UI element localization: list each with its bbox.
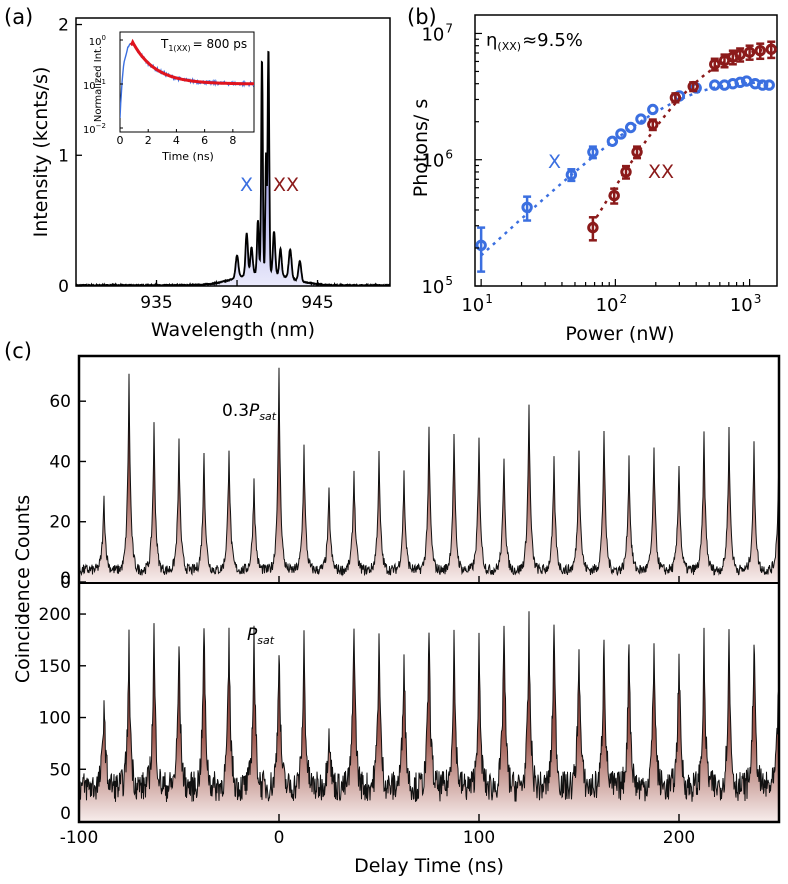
panel-c-top-y-ticks: 0 20 40 60 0 (49, 392, 86, 593)
panel-c-bottom-y-ticks: 50 100 150 200 0 (39, 605, 86, 824)
series-x-label: X (548, 151, 561, 173)
coincidence-bottom-line (79, 611, 779, 803)
data-point (565, 169, 578, 181)
inset-x-tick-label: 4 (173, 134, 180, 147)
panel-c-y-tick-label: 20 (49, 513, 71, 533)
panel-c-x-tick-label: -100 (60, 828, 99, 848)
inset-y-tick-label: 10−2 (83, 122, 106, 136)
power-points (475, 40, 777, 273)
panel-b-y-tick-label: 107 (421, 21, 453, 45)
panel-a-y-ticks: 0 1 2 (58, 16, 82, 297)
inset-x-tick-label: 6 (201, 134, 208, 147)
panel-c-x-tick-label: 100 (463, 828, 495, 848)
inset-annotation: T1(XX) = 800 ps (160, 37, 247, 53)
panel-c-y-tick-label: 40 (49, 452, 71, 472)
panel-c: (c) -100 0 100 200 0 20 40 60 0 50 100 150 200 0 De… (4, 339, 781, 877)
data-point (475, 239, 487, 252)
top-power-label: 0.3Psat (222, 401, 277, 423)
data-point (709, 58, 721, 70)
panel-b-label: (b) (407, 5, 437, 29)
panel-a-y-tick-label: 2 (58, 16, 69, 36)
data-point (615, 128, 627, 140)
panel-a-label: (a) (4, 5, 33, 29)
data-point (765, 43, 777, 55)
panel-b-y-tick-label: 105 (421, 274, 453, 298)
panel-b-y-label: Photons/ s (410, 99, 432, 197)
panel-b-x-tick-label: 102 (596, 292, 628, 316)
inset-decay-fit (129, 38, 254, 86)
data-point (669, 91, 682, 104)
panel-c-y-tick-label: 50 (49, 760, 71, 780)
inset-x-tick-label: 8 (229, 134, 236, 147)
data-point (606, 135, 619, 147)
panel-c-x-label: Delay Time (ns) (354, 855, 504, 877)
data-point (743, 46, 756, 58)
panel-c-x-tick-label: 0 (274, 828, 285, 848)
data-point (608, 189, 620, 202)
data-point (687, 80, 699, 93)
data-point (587, 221, 599, 234)
panel-a-x-tick-label: 945 (301, 293, 333, 313)
panel-a-y-tick-label: 0 (58, 277, 69, 297)
panel-a: (a) 935 940 945 0 1 2 Wavelength (nm) Intens… (4, 5, 391, 341)
bottom-power-label: Psat (247, 625, 275, 647)
data-point (763, 79, 775, 91)
data-point (587, 146, 599, 158)
panel-b-x-tick-label: 103 (730, 292, 762, 316)
panel-c-frame (77, 354, 781, 824)
coincidence-top-line (79, 367, 779, 577)
panel-b-x-tick-label: 101 (461, 292, 493, 316)
panel-c-label: (c) (4, 339, 32, 363)
data-point (647, 118, 659, 131)
data-point (709, 79, 721, 91)
panel-c-x-ticks: -100 0 100 200 (60, 576, 695, 848)
data-point (624, 121, 637, 134)
inset-x-tick-label: 0 (117, 134, 124, 147)
panel-b-frame (474, 14, 778, 287)
inset-x-ticks: 0 2 4 6 8 (117, 129, 236, 147)
panel-c-y-tick-label: 0 (60, 569, 71, 589)
panel-a-x-tick-label: 935 (140, 293, 172, 313)
panel-c-y-tick-label: 60 (49, 392, 71, 412)
panel-c-y-tick-label: 0 (60, 804, 71, 824)
panel-c-y-tick-label: 0 (60, 573, 71, 593)
data-point (631, 146, 643, 158)
data-point (635, 113, 647, 125)
panel-a-x-tick-label: 940 (221, 293, 253, 313)
inset-x-label: Time (ns) (161, 150, 214, 163)
panel-a-y-tick-label: 1 (58, 146, 69, 166)
data-point (521, 201, 533, 213)
x-peak-label: X (240, 174, 253, 196)
panel-a-frame (75, 17, 391, 287)
panel-c-y-tick-label: 200 (39, 605, 71, 625)
data-point (734, 76, 746, 89)
series-xx-label: XX (648, 161, 674, 183)
panel-c-x-tick-label: 200 (663, 828, 695, 848)
coincidence-top-fill (79, 367, 779, 582)
inset-x-tick-label: 2 (145, 134, 152, 147)
data-point (754, 45, 766, 57)
xx-peak-label: XX (273, 174, 299, 196)
panel-c-y-tick-label: 100 (39, 709, 71, 729)
panel-a-y-label: Intensity (kcnts/s) (30, 67, 52, 238)
panel-b-x-label: Power (nW) (565, 323, 674, 345)
panel-c-y-label: Coincidence Counts (12, 495, 34, 683)
panel-b-x-ticks: 101 102 103 (461, 279, 761, 316)
panel-a-x-label: Wavelength (nm) (151, 319, 315, 341)
panel-c-y-tick-label: 150 (39, 657, 71, 677)
panel-a-x-ticks: 935 940 945 (140, 280, 334, 313)
efficiency-annotation: η(XX)≈9.5% (486, 30, 583, 53)
data-point (620, 166, 632, 178)
data-point (756, 79, 769, 91)
data-point (734, 48, 746, 61)
inset-y-label: Normalized Int. (93, 46, 104, 122)
data-point (647, 103, 659, 116)
